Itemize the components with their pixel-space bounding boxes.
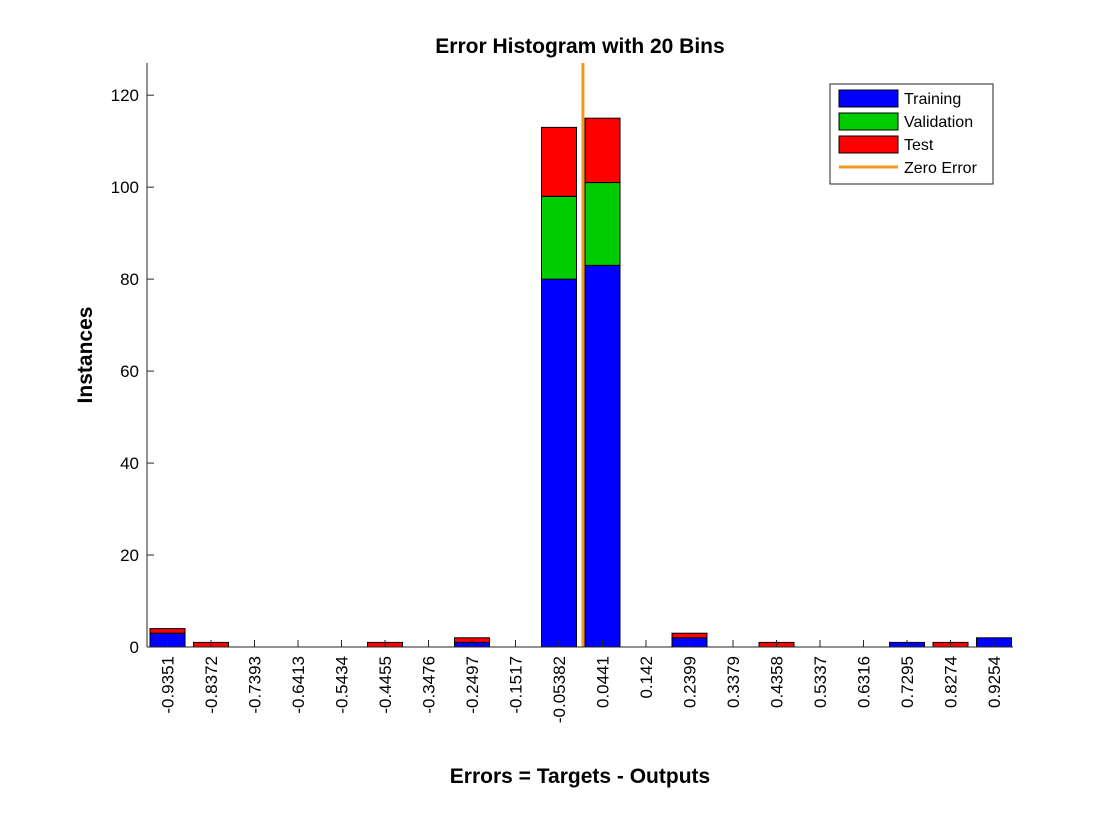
y-axis-ticks: 0 20 40 60 80 100 120 [111, 86, 154, 657]
y-tick-label: 120 [111, 86, 139, 105]
bar-validation-9 [541, 195, 577, 280]
bar-test-9 [541, 126, 577, 197]
x-tick-label: -0.3476 [420, 656, 439, 714]
x-tick-label: 0.5337 [811, 656, 830, 708]
x-tick-label: 0.7295 [898, 656, 917, 708]
bar-test-0 [149, 628, 186, 634]
x-tick-label: -0.8372 [202, 656, 221, 714]
legend-label-training: Training [904, 91, 961, 108]
x-tick-label: 0.9254 [985, 656, 1004, 708]
y-tick-label: 40 [120, 454, 139, 473]
x-axis-ticks: -0.9351 -0.8372 -0.7393 -0.6413 -0.5434 -0.44… [159, 640, 1004, 723]
x-tick-label: 0.4358 [768, 656, 787, 708]
x-tick-label: -0.4455 [376, 656, 395, 714]
x-tick-label: 0.8274 [942, 656, 961, 708]
x-tick-label: -0.2497 [463, 656, 482, 714]
x-axis-label: Errors = Targets - Outputs [450, 765, 710, 788]
bar-training-9 [541, 278, 577, 648]
x-tick-label: 0.0441 [594, 656, 613, 708]
legend: Training Validation Test Zero Error [829, 83, 994, 185]
bar-test-12 [671, 632, 708, 639]
x-tick-label: 0.6316 [855, 656, 874, 708]
x-tick-label: -0.5434 [333, 656, 352, 714]
y-axis-label: Instances [74, 307, 97, 404]
bar-test-10 [584, 117, 621, 184]
bar-training-10 [584, 264, 621, 648]
x-tick-label: 0.3379 [724, 656, 743, 708]
legend-swatch-training [838, 89, 899, 108]
y-tick-label: 0 [130, 638, 139, 657]
x-tick-label: -0.7393 [246, 656, 265, 714]
y-tick-label: 80 [120, 270, 139, 289]
y-tick-label: 20 [120, 546, 139, 565]
y-tick-label: 60 [120, 362, 139, 381]
y-tick-label: 100 [111, 178, 139, 197]
bar-validation-10 [584, 182, 621, 266]
x-tick-label: -0.6413 [289, 656, 308, 714]
x-tick-label: -0.05382 [550, 656, 569, 723]
legend-swatch-validation [838, 112, 899, 131]
x-tick-label: 0.142 [637, 656, 656, 699]
legend-label-validation: Validation [904, 114, 973, 131]
x-tick-label: -0.9351 [159, 656, 178, 714]
legend-label-test: Test [904, 137, 934, 154]
x-tick-label: -0.1517 [507, 656, 526, 714]
x-tick-label: 0.2399 [681, 656, 700, 708]
chart-title: Error Histogram with 20 Bins [435, 35, 724, 58]
legend-swatch-test [838, 135, 899, 154]
legend-label-zero-error: Zero Error [904, 160, 978, 177]
